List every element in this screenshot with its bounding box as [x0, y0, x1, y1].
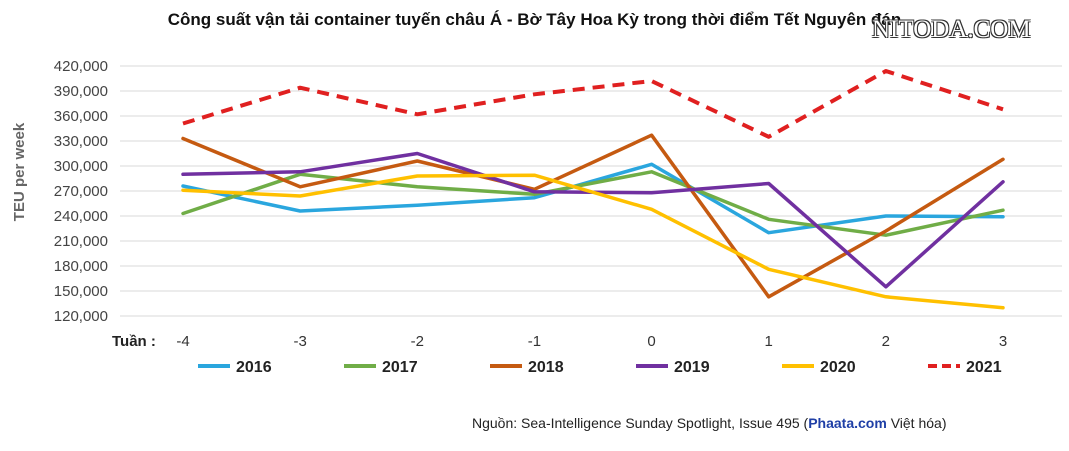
x-tick-label: 2: [882, 333, 890, 350]
y-tick-label: 360,000: [54, 108, 108, 125]
chart-title: Công suất vận tải container tuyến châu Á…: [167, 10, 902, 29]
series-line-2018: [181, 133, 1005, 299]
legend-label-2021: 2021: [966, 359, 1002, 376]
legend-label-2019: 2019: [674, 359, 710, 376]
x-tick-label: -3: [293, 333, 306, 350]
y-tick-label: 300,000: [54, 158, 108, 175]
legend-label-2018: 2018: [528, 359, 564, 376]
y-tick-label: 330,000: [54, 133, 108, 150]
x-tick-label: 3: [999, 333, 1007, 350]
y-tick-label: 420,000: [54, 58, 108, 75]
x-tick-label: 1: [765, 333, 773, 350]
y-tick-label: 270,000: [54, 183, 108, 200]
source-suffix: Việt hóa): [886, 415, 947, 431]
series-line-2016: [181, 162, 1005, 235]
watermark: NITODA.COM: [872, 16, 1031, 43]
legend-label-2016: 2016: [236, 359, 272, 376]
series-line-2020: [181, 173, 1005, 310]
series-line-2021: [182, 69, 1004, 139]
x-tick-label: 0: [647, 333, 655, 350]
source-prefix: Nguồn: Sea-Intelligence Sunday Spotlight…: [472, 415, 809, 431]
x-tick-label: -1: [528, 333, 541, 350]
y-tick-label: 120,000: [54, 308, 108, 325]
y-axis-label: TEU per week: [11, 122, 28, 221]
y-tick-label: 180,000: [54, 258, 108, 275]
y-tick-label: 390,000: [54, 83, 108, 100]
y-tick-label: 210,000: [54, 233, 108, 250]
source-note: Nguồn: Sea-Intelligence Sunday Spotlight…: [472, 415, 946, 431]
legend-label-2017: 2017: [382, 359, 418, 376]
y-tick-label: 240,000: [54, 208, 108, 225]
x-tick-label: -4: [176, 333, 189, 350]
legend-label-2020: 2020: [820, 359, 856, 376]
y-tick-label: 150,000: [54, 283, 108, 300]
series-line-2017: [181, 170, 1005, 237]
source-brand-link[interactable]: Phaata.com: [808, 415, 887, 431]
x-tick-label: -2: [411, 333, 424, 350]
x-axis-label: Tuần :: [112, 333, 156, 350]
